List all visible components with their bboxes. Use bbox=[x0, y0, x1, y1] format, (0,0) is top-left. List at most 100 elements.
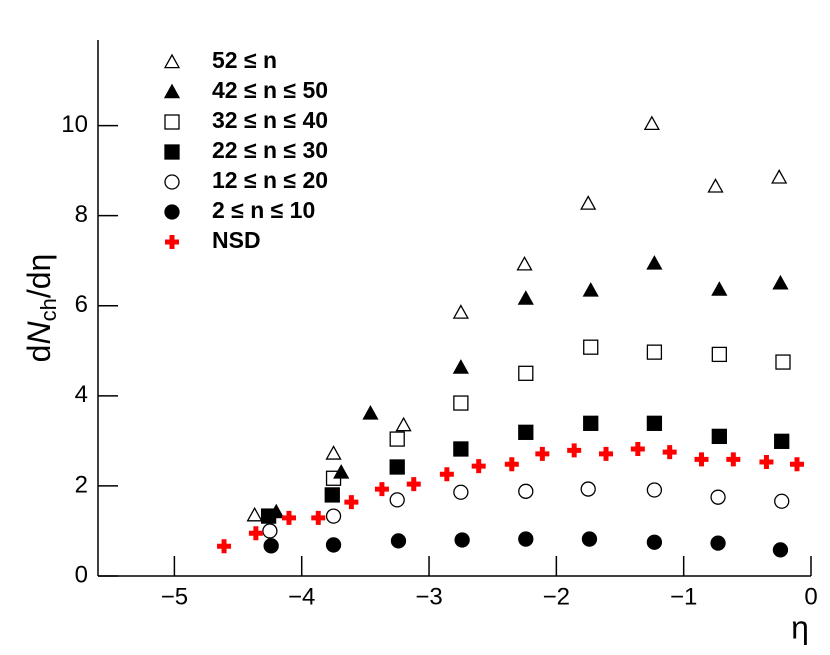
marker bbox=[406, 477, 421, 492]
marker bbox=[646, 344, 663, 360]
marker bbox=[711, 281, 728, 296]
y-label-part: /dη bbox=[21, 254, 57, 298]
y-label-part: d bbox=[21, 345, 57, 363]
y-axis-label: dNch/dη bbox=[21, 254, 60, 363]
marker bbox=[454, 532, 470, 548]
marker bbox=[771, 169, 788, 184]
marker bbox=[535, 446, 550, 461]
marker bbox=[599, 446, 614, 461]
y-tick-label: 0 bbox=[75, 561, 88, 588]
x-tick-label: −2 bbox=[543, 583, 570, 610]
x-tick-label: 0 bbox=[804, 583, 817, 610]
marker bbox=[439, 467, 454, 482]
marker bbox=[710, 535, 726, 551]
marker bbox=[518, 365, 534, 381]
marker bbox=[581, 531, 598, 547]
legend-marker bbox=[164, 144, 180, 160]
marker bbox=[344, 495, 359, 510]
marker bbox=[583, 415, 599, 431]
legend-marker bbox=[163, 53, 181, 69]
marker bbox=[325, 508, 342, 524]
marker bbox=[389, 431, 405, 447]
marker bbox=[583, 339, 599, 355]
marker bbox=[517, 290, 534, 305]
legend-label: 42 ≤ n ≤ 50 bbox=[212, 77, 328, 103]
y-tick-label: 2 bbox=[75, 471, 88, 498]
marker bbox=[662, 445, 677, 460]
y-tick-label: 4 bbox=[75, 381, 88, 408]
marker bbox=[516, 255, 533, 271]
marker bbox=[263, 538, 279, 554]
x-tick-label: −1 bbox=[670, 583, 697, 610]
legend-marker bbox=[163, 83, 181, 99]
marker bbox=[518, 531, 534, 547]
marker bbox=[390, 533, 407, 549]
y-label-part: N bbox=[21, 321, 57, 345]
marker bbox=[774, 433, 790, 449]
marker bbox=[262, 523, 278, 539]
legend-marker bbox=[164, 174, 180, 190]
marker bbox=[694, 452, 709, 467]
legend-label: 22 ≤ n ≤ 30 bbox=[212, 137, 328, 163]
marker bbox=[711, 346, 727, 363]
marker bbox=[646, 255, 663, 270]
marker bbox=[362, 405, 379, 420]
marker bbox=[646, 482, 663, 498]
legend-marker bbox=[164, 204, 180, 220]
marker bbox=[324, 487, 340, 503]
legend-label: 2 ≤ n ≤ 10 bbox=[212, 197, 315, 223]
legend-label: 32 ≤ n ≤ 40 bbox=[212, 107, 328, 133]
marker bbox=[395, 416, 412, 432]
marker bbox=[775, 354, 791, 370]
marker bbox=[246, 506, 263, 522]
y-tick-label: 10 bbox=[61, 111, 88, 138]
y-label-sub: ch bbox=[36, 298, 61, 321]
marker bbox=[567, 443, 582, 458]
legend-marker bbox=[165, 235, 179, 249]
marker bbox=[325, 470, 342, 486]
y-tick-label: 6 bbox=[75, 291, 88, 318]
marker bbox=[453, 484, 469, 500]
marker bbox=[248, 526, 263, 541]
marker bbox=[774, 493, 790, 509]
marker bbox=[518, 424, 534, 440]
marker bbox=[580, 481, 596, 497]
marker bbox=[643, 115, 660, 131]
marker bbox=[772, 274, 789, 290]
x-tick-label: −3 bbox=[415, 583, 442, 610]
marker bbox=[374, 482, 389, 497]
marker bbox=[630, 441, 645, 456]
marker bbox=[646, 534, 663, 550]
marker bbox=[646, 415, 663, 431]
marker bbox=[504, 457, 519, 472]
marker bbox=[389, 459, 405, 475]
marker bbox=[707, 178, 724, 193]
marker bbox=[471, 459, 486, 474]
marker bbox=[711, 428, 727, 445]
marker bbox=[389, 492, 405, 508]
y-tick-label: 8 bbox=[75, 201, 88, 228]
marker bbox=[453, 441, 469, 457]
marker bbox=[582, 282, 599, 297]
marker bbox=[726, 452, 741, 467]
marker bbox=[759, 455, 774, 470]
marker bbox=[580, 195, 597, 210]
x-axis-label: η bbox=[791, 609, 809, 645]
legend-marker bbox=[164, 114, 180, 130]
marker bbox=[518, 483, 534, 499]
marker bbox=[452, 304, 469, 319]
marker bbox=[453, 395, 469, 411]
legend-label: 52 ≤ n bbox=[212, 47, 277, 73]
marker bbox=[217, 539, 232, 554]
marker bbox=[452, 359, 469, 374]
marker bbox=[325, 445, 342, 460]
x-tick-label: −4 bbox=[288, 583, 315, 610]
legend-label: NSD bbox=[212, 227, 261, 253]
marker bbox=[710, 489, 726, 505]
marker bbox=[325, 537, 342, 553]
marker bbox=[311, 510, 326, 525]
marker bbox=[281, 510, 296, 525]
marker bbox=[789, 457, 804, 472]
marker bbox=[772, 542, 789, 558]
